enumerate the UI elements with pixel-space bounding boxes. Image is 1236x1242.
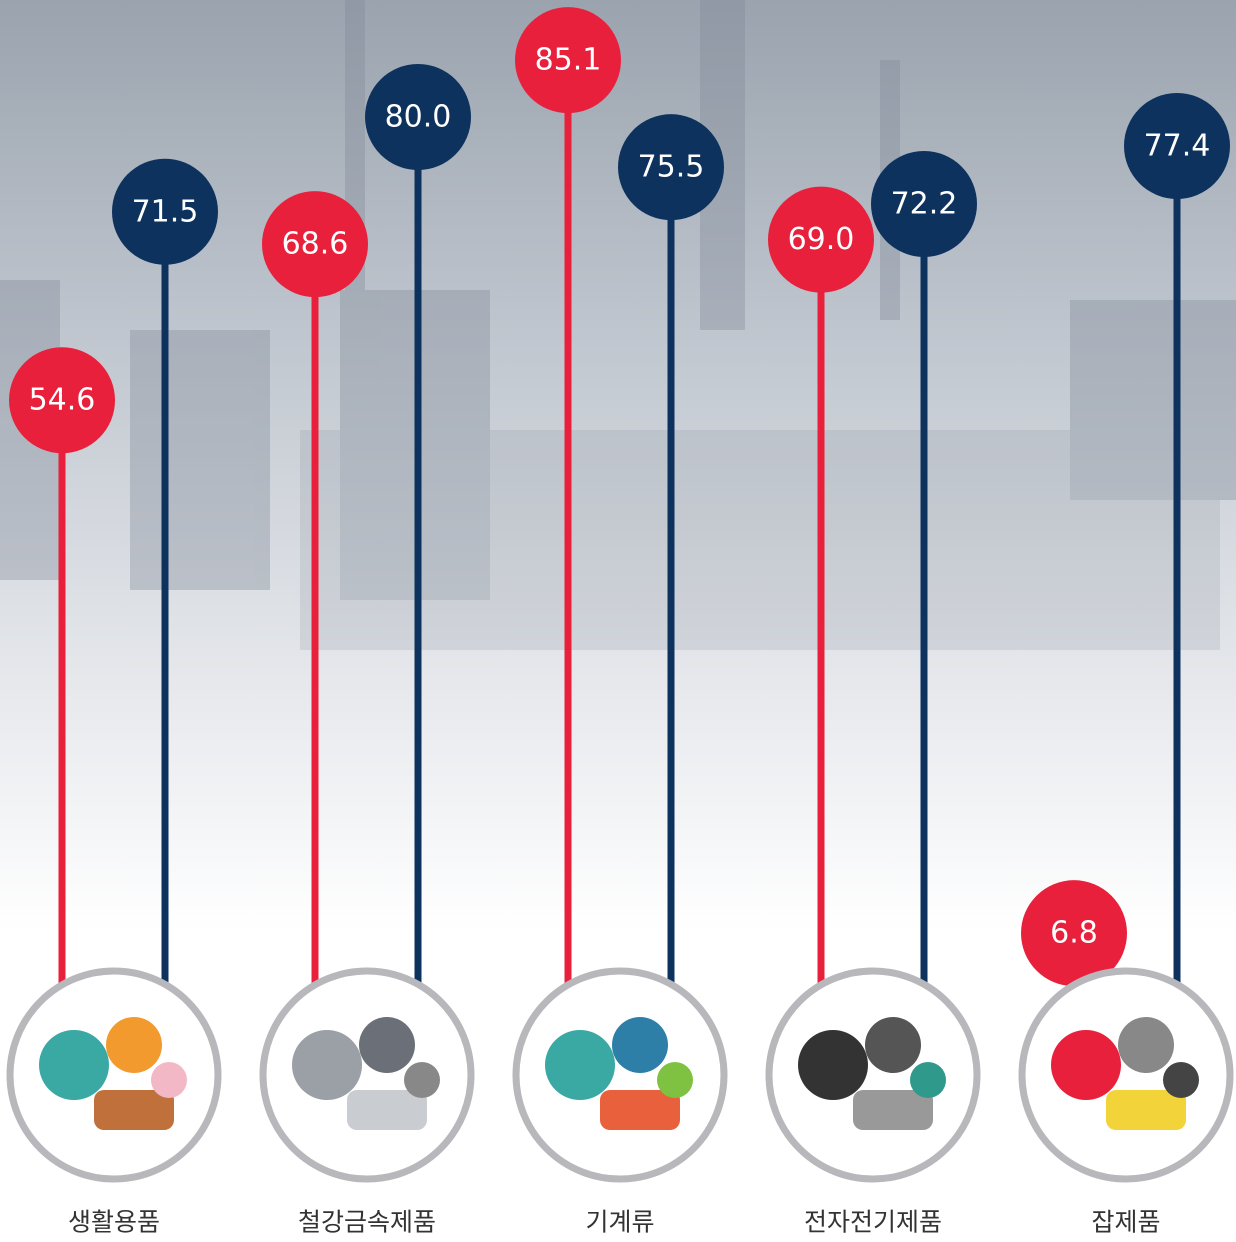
value-bubble — [871, 150, 977, 257]
category-icon-part — [1163, 1062, 1199, 1098]
category-icon-part — [612, 1017, 668, 1073]
category-icon-part — [1118, 1017, 1174, 1073]
category-label: 잡제품 — [1091, 1208, 1160, 1237]
category-label: 전자전기제품 — [804, 1208, 942, 1237]
category-icon-part — [657, 1062, 693, 1098]
value-bubble — [1021, 880, 1127, 987]
value-label: 85.1 — [535, 43, 602, 78]
category-icon-part — [853, 1090, 933, 1130]
category-icon-part — [292, 1030, 362, 1100]
category-icon-part — [545, 1030, 615, 1100]
value-label: 54.6 — [29, 383, 96, 418]
value-bubble — [112, 158, 218, 265]
category-icon-part — [347, 1090, 427, 1130]
value-label: 80.0 — [385, 100, 452, 135]
value-label: 77.4 — [1144, 128, 1211, 163]
value-label: 75.5 — [638, 150, 705, 185]
category-icon-part — [106, 1017, 162, 1073]
value-label: 71.5 — [132, 194, 199, 229]
value-bubble — [365, 64, 471, 170]
category-icon-part — [1051, 1030, 1121, 1100]
category-label: 생활용품 — [68, 1208, 160, 1237]
value-label: 6.8 — [1050, 916, 1098, 951]
category-icon-part — [39, 1030, 109, 1100]
category-icon-part — [404, 1062, 440, 1098]
category-icon-part — [910, 1062, 946, 1098]
value-bubble — [1124, 92, 1230, 199]
value-bubble — [768, 186, 874, 293]
category-icon-part — [359, 1017, 415, 1073]
category-icon-part — [151, 1062, 187, 1098]
value-label: 68.6 — [282, 227, 349, 262]
value-bubble — [262, 191, 368, 298]
category-label: 철강금속제품 — [298, 1208, 436, 1237]
value-label: 69.0 — [788, 222, 855, 257]
category-icon-part — [865, 1017, 921, 1073]
category-icon-part — [600, 1090, 680, 1130]
value-bubble — [9, 347, 115, 454]
category-label: 기계류 — [585, 1208, 654, 1237]
value-label: 72.2 — [891, 186, 958, 221]
category-icon-part — [94, 1090, 174, 1130]
value-bubble — [618, 114, 724, 221]
category-icon-part — [1106, 1090, 1186, 1130]
category-icon-part — [798, 1030, 868, 1100]
value-bubble — [515, 7, 621, 114]
